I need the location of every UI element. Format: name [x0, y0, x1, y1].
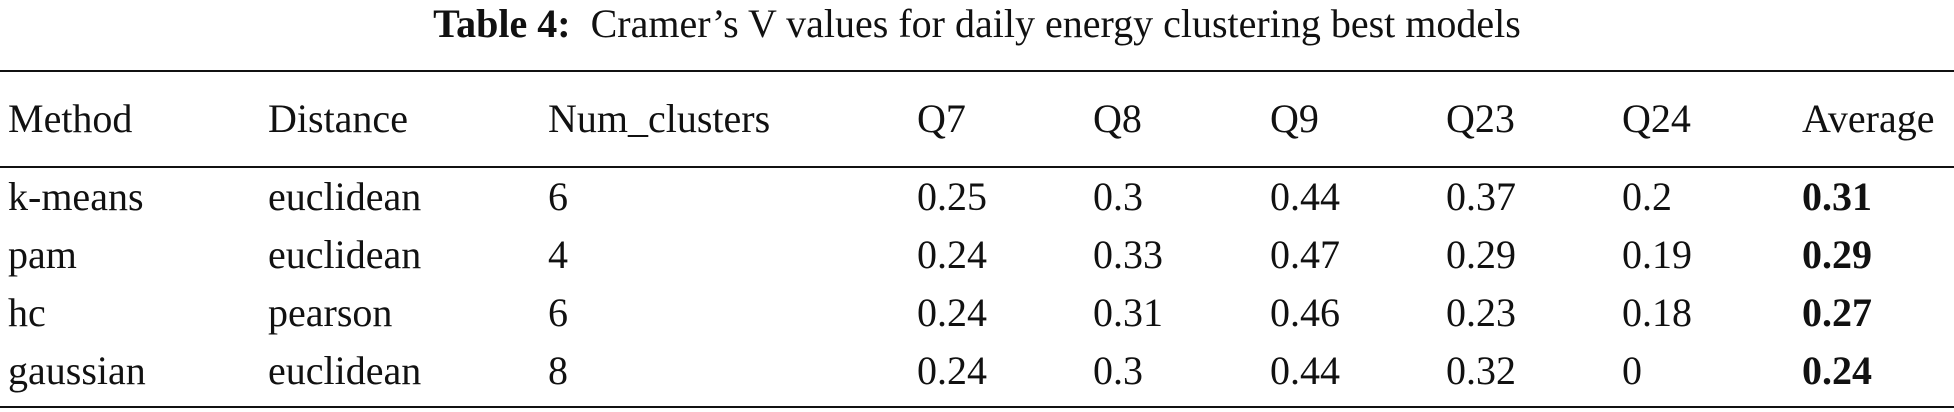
- cell-method: hc: [8, 290, 46, 335]
- table-row: k-means euclidean 6 0.25 0.3 0.44 0.37 0…: [0, 168, 1954, 226]
- cell-q8: 0.31: [1093, 290, 1163, 335]
- table-top-rule: [0, 70, 1954, 72]
- cell-q7: 0.24: [917, 232, 987, 277]
- cell-q23: 0.37: [1446, 174, 1516, 219]
- table-caption-text: Cramer’s V values for daily energy clust…: [590, 1, 1521, 46]
- column-header-q7: Q7: [917, 96, 966, 141]
- cell-num-clusters: 8: [548, 348, 568, 393]
- cell-q9: 0.46: [1270, 290, 1340, 335]
- cell-method: gaussian: [8, 348, 146, 393]
- cell-q7: 0.25: [917, 174, 987, 219]
- table-bottom-rule: [0, 406, 1954, 408]
- table-header-rule: [0, 166, 1954, 168]
- column-header-method: Method: [8, 96, 133, 141]
- cell-q9: 0.44: [1270, 174, 1340, 219]
- table-row: hc pearson 6 0.24 0.31 0.46 0.23 0.18 0.…: [0, 284, 1954, 342]
- cell-average: 0.24: [1802, 348, 1872, 393]
- column-header-q9: Q9: [1270, 96, 1319, 141]
- cell-q24: 0.19: [1622, 232, 1692, 277]
- cell-num-clusters: 4: [548, 232, 568, 277]
- cell-q9: 0.47: [1270, 232, 1340, 277]
- cell-q8: 0.3: [1093, 348, 1143, 393]
- cell-q23: 0.32: [1446, 348, 1516, 393]
- cell-average: 0.29: [1802, 232, 1872, 277]
- cell-average: 0.31: [1802, 174, 1872, 219]
- cell-q7: 0.24: [917, 348, 987, 393]
- table-caption: Table 4: Cramer’s V values for daily ene…: [0, 0, 1954, 48]
- cell-method: pam: [8, 232, 77, 277]
- cell-num-clusters: 6: [548, 174, 568, 219]
- cell-q23: 0.29: [1446, 232, 1516, 277]
- column-header-average: Average: [1802, 96, 1935, 141]
- cell-distance: euclidean: [268, 174, 422, 219]
- cell-num-clusters: 6: [548, 290, 568, 335]
- cell-q24: 0.2: [1622, 174, 1672, 219]
- table-row: pam euclidean 4 0.24 0.33 0.47 0.29 0.19…: [0, 226, 1954, 284]
- cell-q23: 0.23: [1446, 290, 1516, 335]
- table-row: gaussian euclidean 8 0.24 0.3 0.44 0.32 …: [0, 342, 1954, 400]
- cell-distance: euclidean: [268, 348, 422, 393]
- table-number-label: Table 4:: [433, 1, 571, 46]
- cell-distance: euclidean: [268, 232, 422, 277]
- cell-q24: 0: [1622, 348, 1642, 393]
- column-header-num-clusters: Num_clusters: [548, 96, 771, 141]
- cell-distance: pearson: [268, 290, 393, 335]
- cell-q9: 0.44: [1270, 348, 1340, 393]
- cell-q8: 0.33: [1093, 232, 1163, 277]
- cell-q24: 0.18: [1622, 290, 1692, 335]
- column-header-distance: Distance: [268, 96, 408, 141]
- cell-q7: 0.24: [917, 290, 987, 335]
- cell-method: k-means: [8, 174, 144, 219]
- column-header-q24: Q24: [1622, 96, 1691, 141]
- column-header-q8: Q8: [1093, 96, 1142, 141]
- cell-q8: 0.3: [1093, 174, 1143, 219]
- table-header-row: Method Distance Num_clusters Q7 Q8 Q9 Q2…: [0, 90, 1954, 148]
- cell-average: 0.27: [1802, 290, 1872, 335]
- column-header-q23: Q23: [1446, 96, 1515, 141]
